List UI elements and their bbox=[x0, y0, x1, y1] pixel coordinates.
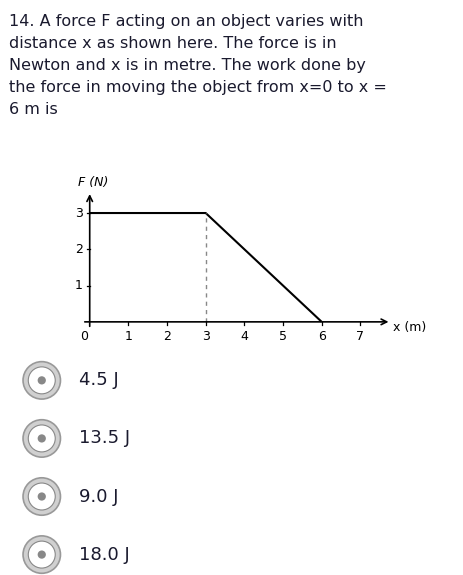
Text: 6: 6 bbox=[317, 330, 325, 343]
Text: 0: 0 bbox=[80, 330, 88, 343]
Ellipse shape bbox=[38, 434, 46, 443]
Text: Newton and x is in metre. The work done by: Newton and x is in metre. The work done … bbox=[9, 58, 365, 73]
Text: 3: 3 bbox=[75, 206, 82, 220]
Ellipse shape bbox=[38, 492, 46, 501]
Ellipse shape bbox=[38, 376, 46, 385]
Text: F (N): F (N) bbox=[78, 177, 108, 189]
Ellipse shape bbox=[23, 478, 60, 515]
Text: 6 m is: 6 m is bbox=[9, 102, 58, 117]
Ellipse shape bbox=[23, 420, 60, 457]
Text: 7: 7 bbox=[356, 330, 363, 343]
Text: 2: 2 bbox=[163, 330, 170, 343]
Text: distance x as shown here. The force is in: distance x as shown here. The force is i… bbox=[9, 36, 336, 51]
Text: 4: 4 bbox=[240, 330, 248, 343]
Text: 4.5 J: 4.5 J bbox=[79, 371, 119, 389]
Text: 18.0 J: 18.0 J bbox=[79, 546, 130, 564]
Text: 13.5 J: 13.5 J bbox=[79, 430, 130, 447]
Text: x (m): x (m) bbox=[392, 321, 425, 334]
Text: 5: 5 bbox=[278, 330, 287, 343]
Text: 1: 1 bbox=[124, 330, 132, 343]
Text: 2: 2 bbox=[75, 243, 82, 256]
Text: 9.0 J: 9.0 J bbox=[79, 488, 118, 505]
Ellipse shape bbox=[23, 362, 60, 399]
Ellipse shape bbox=[38, 550, 46, 559]
Text: 3: 3 bbox=[201, 330, 209, 343]
Ellipse shape bbox=[28, 541, 55, 568]
Ellipse shape bbox=[28, 367, 55, 394]
Text: 14. A force F acting on an object varies with: 14. A force F acting on an object varies… bbox=[9, 14, 363, 29]
Ellipse shape bbox=[23, 536, 60, 573]
Text: the force in moving the object from x=0 to x =: the force in moving the object from x=0 … bbox=[9, 80, 386, 95]
Text: 1: 1 bbox=[75, 279, 82, 292]
Ellipse shape bbox=[28, 425, 55, 452]
Ellipse shape bbox=[28, 483, 55, 510]
